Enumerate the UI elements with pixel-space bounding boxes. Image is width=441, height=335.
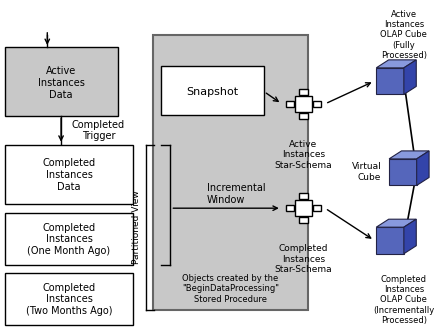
Bar	[295, 200, 312, 216]
Bar	[299, 217, 307, 223]
Text: Incremental
Window: Incremental Window	[207, 183, 265, 205]
Polygon shape	[404, 219, 416, 254]
Text: Partitioned View: Partitioned View	[132, 190, 142, 264]
Bar	[299, 194, 307, 199]
Text: Active
Instances
OLAP Cube
(Fully
Processed): Active Instances OLAP Cube (Fully Proces…	[381, 10, 427, 60]
Text: Completed
Instances
Star-Schema: Completed Instances Star-Schema	[275, 244, 332, 274]
Polygon shape	[404, 60, 416, 94]
Polygon shape	[376, 60, 416, 68]
Bar	[161, 66, 264, 115]
Polygon shape	[417, 151, 429, 186]
Bar	[286, 205, 294, 211]
Bar	[5, 273, 133, 325]
Text: Virtual
Cube: Virtual Cube	[351, 162, 381, 182]
Bar	[313, 101, 321, 107]
Bar	[295, 96, 312, 112]
Text: Completed
Instances
(One Month Ago): Completed Instances (One Month Ago)	[27, 223, 111, 256]
Text: Active
Instances
Data: Active Instances Data	[37, 66, 85, 99]
Text: Snapshot: Snapshot	[187, 86, 239, 96]
Text: Completed
Instances
(Two Months Ago): Completed Instances (Two Months Ago)	[26, 283, 112, 316]
Text: Completed
Trigger: Completed Trigger	[72, 120, 125, 141]
Bar	[313, 205, 321, 211]
Text: Completed
Instances
Data: Completed Instances Data	[42, 158, 96, 192]
Bar	[5, 47, 118, 116]
Bar	[286, 101, 294, 107]
Bar	[5, 145, 133, 204]
Polygon shape	[376, 219, 416, 227]
Polygon shape	[376, 227, 404, 254]
Bar	[153, 35, 308, 310]
Bar	[299, 89, 307, 95]
Polygon shape	[389, 159, 417, 186]
Polygon shape	[389, 151, 429, 159]
Bar	[5, 213, 133, 265]
Bar	[299, 113, 307, 119]
Text: Objects created by the
"BeginDataProcessing"
Stored Procedure: Objects created by the "BeginDataProcess…	[182, 274, 279, 304]
Polygon shape	[376, 68, 404, 94]
Text: Active
Instances
Star-Schema: Active Instances Star-Schema	[275, 140, 332, 170]
Text: Completed
Instances
OLAP Cube
(Incrementally
Processed): Completed Instances OLAP Cube (Increment…	[373, 275, 434, 325]
